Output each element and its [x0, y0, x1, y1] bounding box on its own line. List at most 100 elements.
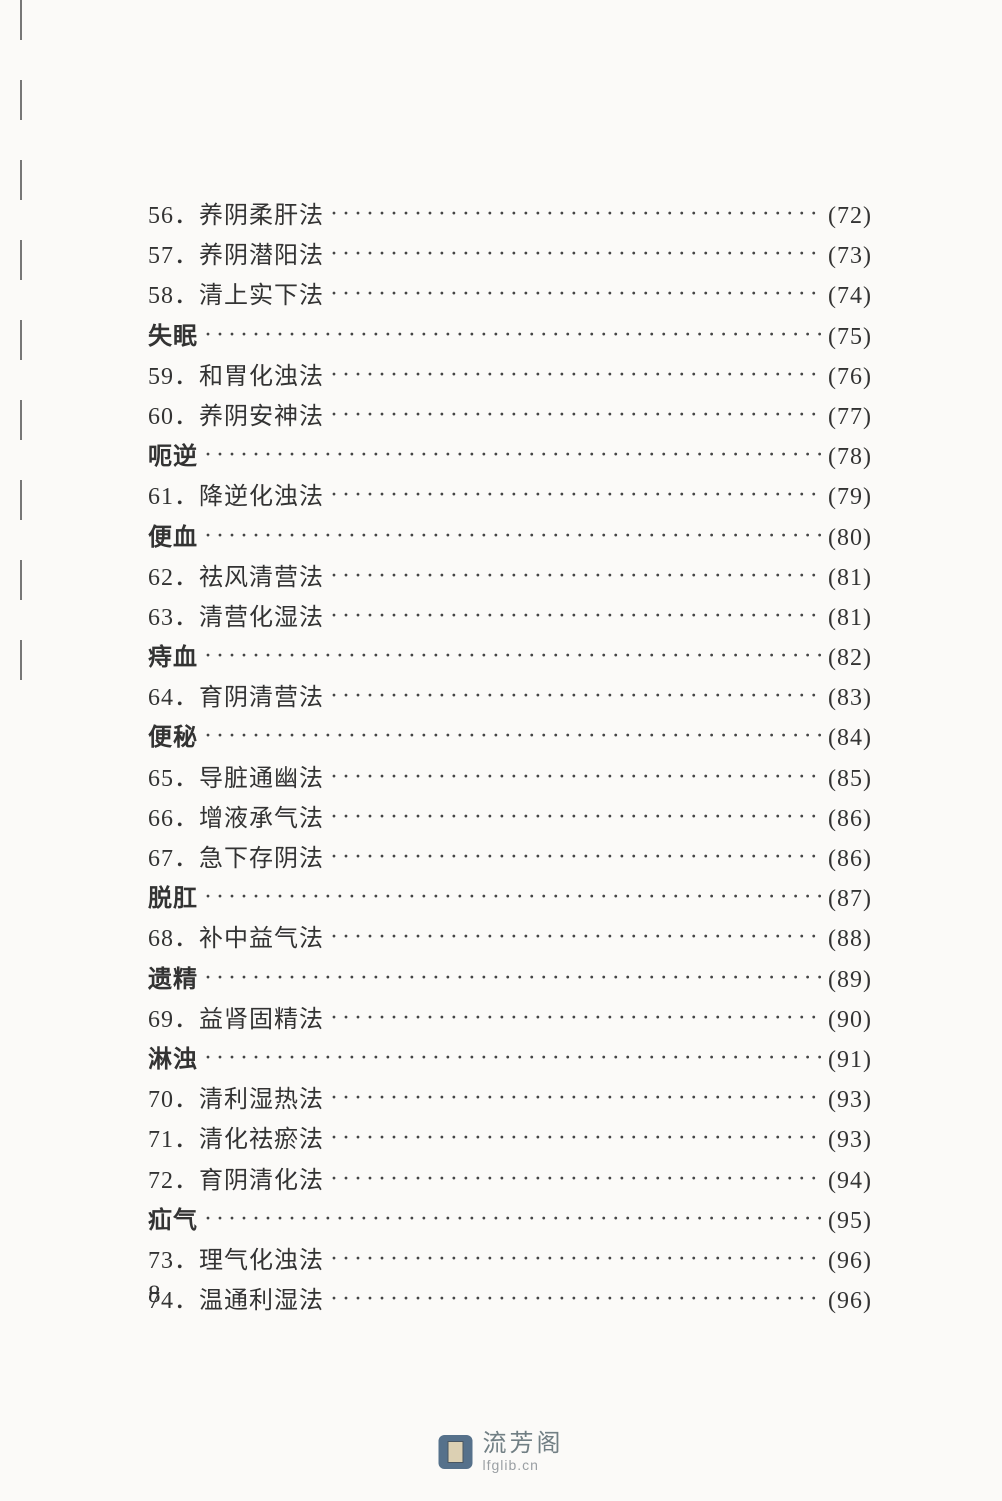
- toc-section-heading: 疝气: [148, 1200, 198, 1235]
- toc-row: 71．清化祛瘀法································…: [148, 1119, 872, 1159]
- toc-page-ref: (94): [828, 1168, 872, 1195]
- toc-row: 72．育阴清化法································…: [148, 1160, 872, 1200]
- toc-leader-dots: ········································…: [330, 603, 822, 630]
- toc-entry-title: 73．理气化浊法: [148, 1240, 324, 1275]
- toc-leader-dots: ········································…: [330, 844, 822, 871]
- watermark-logo-icon: [439, 1435, 473, 1469]
- toc-leader-dots: ········································…: [330, 1125, 822, 1152]
- toc-leader-dots: ········································…: [204, 723, 822, 750]
- toc-leader-dots: ········································…: [204, 1045, 822, 1072]
- toc-row: 61．降逆化浊法································…: [148, 476, 872, 516]
- toc-page-ref: (72): [828, 203, 872, 230]
- toc-section-heading: 便血: [148, 517, 198, 552]
- toc-leader-dots: ········································…: [204, 322, 822, 349]
- toc-entry-title: 63．清营化湿法: [148, 597, 324, 632]
- toc-entry-title: 69．益肾固精法: [148, 999, 324, 1034]
- toc-page-ref: (73): [828, 243, 872, 270]
- toc-section-heading: 脱肛: [148, 878, 198, 913]
- toc-page-ref: (76): [828, 364, 872, 391]
- toc-leader-dots: ········································…: [330, 1246, 822, 1273]
- watermark-url: lfglib.cn: [483, 1458, 564, 1473]
- toc-page-ref: (93): [828, 1127, 872, 1154]
- toc-page-ref: (84): [828, 725, 872, 752]
- toc-page-ref: (95): [828, 1208, 872, 1235]
- toc-row: 64．育阴清营法································…: [148, 677, 872, 717]
- toc-page-ref: (74): [828, 283, 872, 310]
- toc-leader-dots: ········································…: [204, 643, 822, 670]
- toc-leader-dots: ········································…: [204, 523, 822, 550]
- toc-row: 60．养阴安神法································…: [148, 396, 872, 436]
- toc-row: 疝气······································…: [148, 1200, 872, 1240]
- toc-row: 脱肛······································…: [148, 878, 872, 918]
- toc-row: 便秘······································…: [148, 717, 872, 757]
- toc-entry-title: 64．育阴清营法: [148, 677, 324, 712]
- toc-leader-dots: ········································…: [204, 442, 822, 469]
- toc-section-heading: 呃逆: [148, 436, 198, 471]
- toc-leader-dots: ········································…: [204, 884, 822, 911]
- table-of-contents: 56．养阴柔肝法································…: [148, 195, 872, 1320]
- toc-row: 65．导脏通幽法································…: [148, 758, 872, 798]
- toc-entry-title: 56．养阴柔肝法: [148, 195, 324, 230]
- toc-leader-dots: ········································…: [330, 281, 822, 308]
- toc-page-ref: (78): [828, 444, 872, 471]
- watermark: 流芳阁 lfglib.cn: [439, 1431, 564, 1473]
- toc-page-ref: (83): [828, 685, 872, 712]
- toc-page-ref: (86): [828, 846, 872, 873]
- toc-leader-dots: ········································…: [330, 764, 822, 791]
- toc-leader-dots: ········································…: [330, 1085, 822, 1112]
- toc-entry-title: 66．增液承气法: [148, 798, 324, 833]
- toc-page-ref: (91): [828, 1047, 872, 1074]
- toc-page-ref: (81): [828, 605, 872, 632]
- left-margin-marks: [20, 0, 22, 700]
- toc-section-heading: 遗精: [148, 959, 198, 994]
- toc-leader-dots: ········································…: [330, 1166, 822, 1193]
- toc-row: 56．养阴柔肝法································…: [148, 195, 872, 235]
- toc-page-ref: (75): [828, 324, 872, 351]
- toc-page-ref: (77): [828, 404, 872, 431]
- toc-leader-dots: ········································…: [330, 241, 822, 268]
- toc-row: 58．清上实下法································…: [148, 275, 872, 315]
- toc-entry-title: 65．导脏通幽法: [148, 758, 324, 793]
- watermark-text: 流芳阁 lfglib.cn: [483, 1431, 564, 1473]
- toc-entry-title: 60．养阴安神法: [148, 396, 324, 431]
- toc-entry-title: 61．降逆化浊法: [148, 476, 324, 511]
- toc-leader-dots: ········································…: [330, 804, 822, 831]
- toc-page-ref: (82): [828, 645, 872, 672]
- toc-section-heading: 淋浊: [148, 1039, 198, 1074]
- toc-page-ref: (96): [828, 1248, 872, 1275]
- toc-page-ref: (88): [828, 926, 872, 953]
- toc-row: 痔血······································…: [148, 637, 872, 677]
- toc-row: 74．温通利湿法································…: [148, 1280, 872, 1320]
- toc-entry-title: 70．清利湿热法: [148, 1079, 324, 1114]
- toc-leader-dots: ········································…: [204, 1206, 822, 1233]
- toc-section-heading: 便秘: [148, 717, 198, 752]
- toc-leader-dots: ········································…: [330, 683, 822, 710]
- toc-entry-title: 62．祛风清营法: [148, 557, 324, 592]
- toc-leader-dots: ········································…: [330, 402, 822, 429]
- toc-page-ref: (87): [828, 886, 872, 913]
- toc-page-ref: (86): [828, 806, 872, 833]
- toc-row: 70．清利湿热法································…: [148, 1079, 872, 1119]
- toc-row: 66．增液承气法································…: [148, 798, 872, 838]
- toc-entry-title: 68．补中益气法: [148, 918, 324, 953]
- toc-page-ref: (81): [828, 565, 872, 592]
- toc-row: 失眠······································…: [148, 316, 872, 356]
- toc-page-ref: (96): [828, 1288, 872, 1315]
- toc-leader-dots: ········································…: [330, 201, 822, 228]
- toc-entry-title: 57．养阴潜阳法: [148, 235, 324, 270]
- toc-row: 59．和胃化浊法································…: [148, 356, 872, 396]
- toc-section-heading: 失眠: [148, 316, 198, 351]
- toc-page-ref: (90): [828, 1007, 872, 1034]
- toc-leader-dots: ········································…: [330, 1005, 822, 1032]
- page-number: 8: [148, 1281, 161, 1309]
- toc-page-ref: (80): [828, 525, 872, 552]
- toc-leader-dots: ········································…: [330, 563, 822, 590]
- toc-row: 淋浊······································…: [148, 1039, 872, 1079]
- toc-entry-title: 58．清上实下法: [148, 275, 324, 310]
- toc-row: 便血······································…: [148, 517, 872, 557]
- document-page: 56．养阴柔肝法································…: [0, 0, 1002, 1501]
- toc-row: 62．祛风清营法································…: [148, 557, 872, 597]
- toc-entry-title: 59．和胃化浊法: [148, 356, 324, 391]
- toc-entry-title: 72．育阴清化法: [148, 1160, 324, 1195]
- toc-entry-title: 74．温通利湿法: [148, 1280, 324, 1315]
